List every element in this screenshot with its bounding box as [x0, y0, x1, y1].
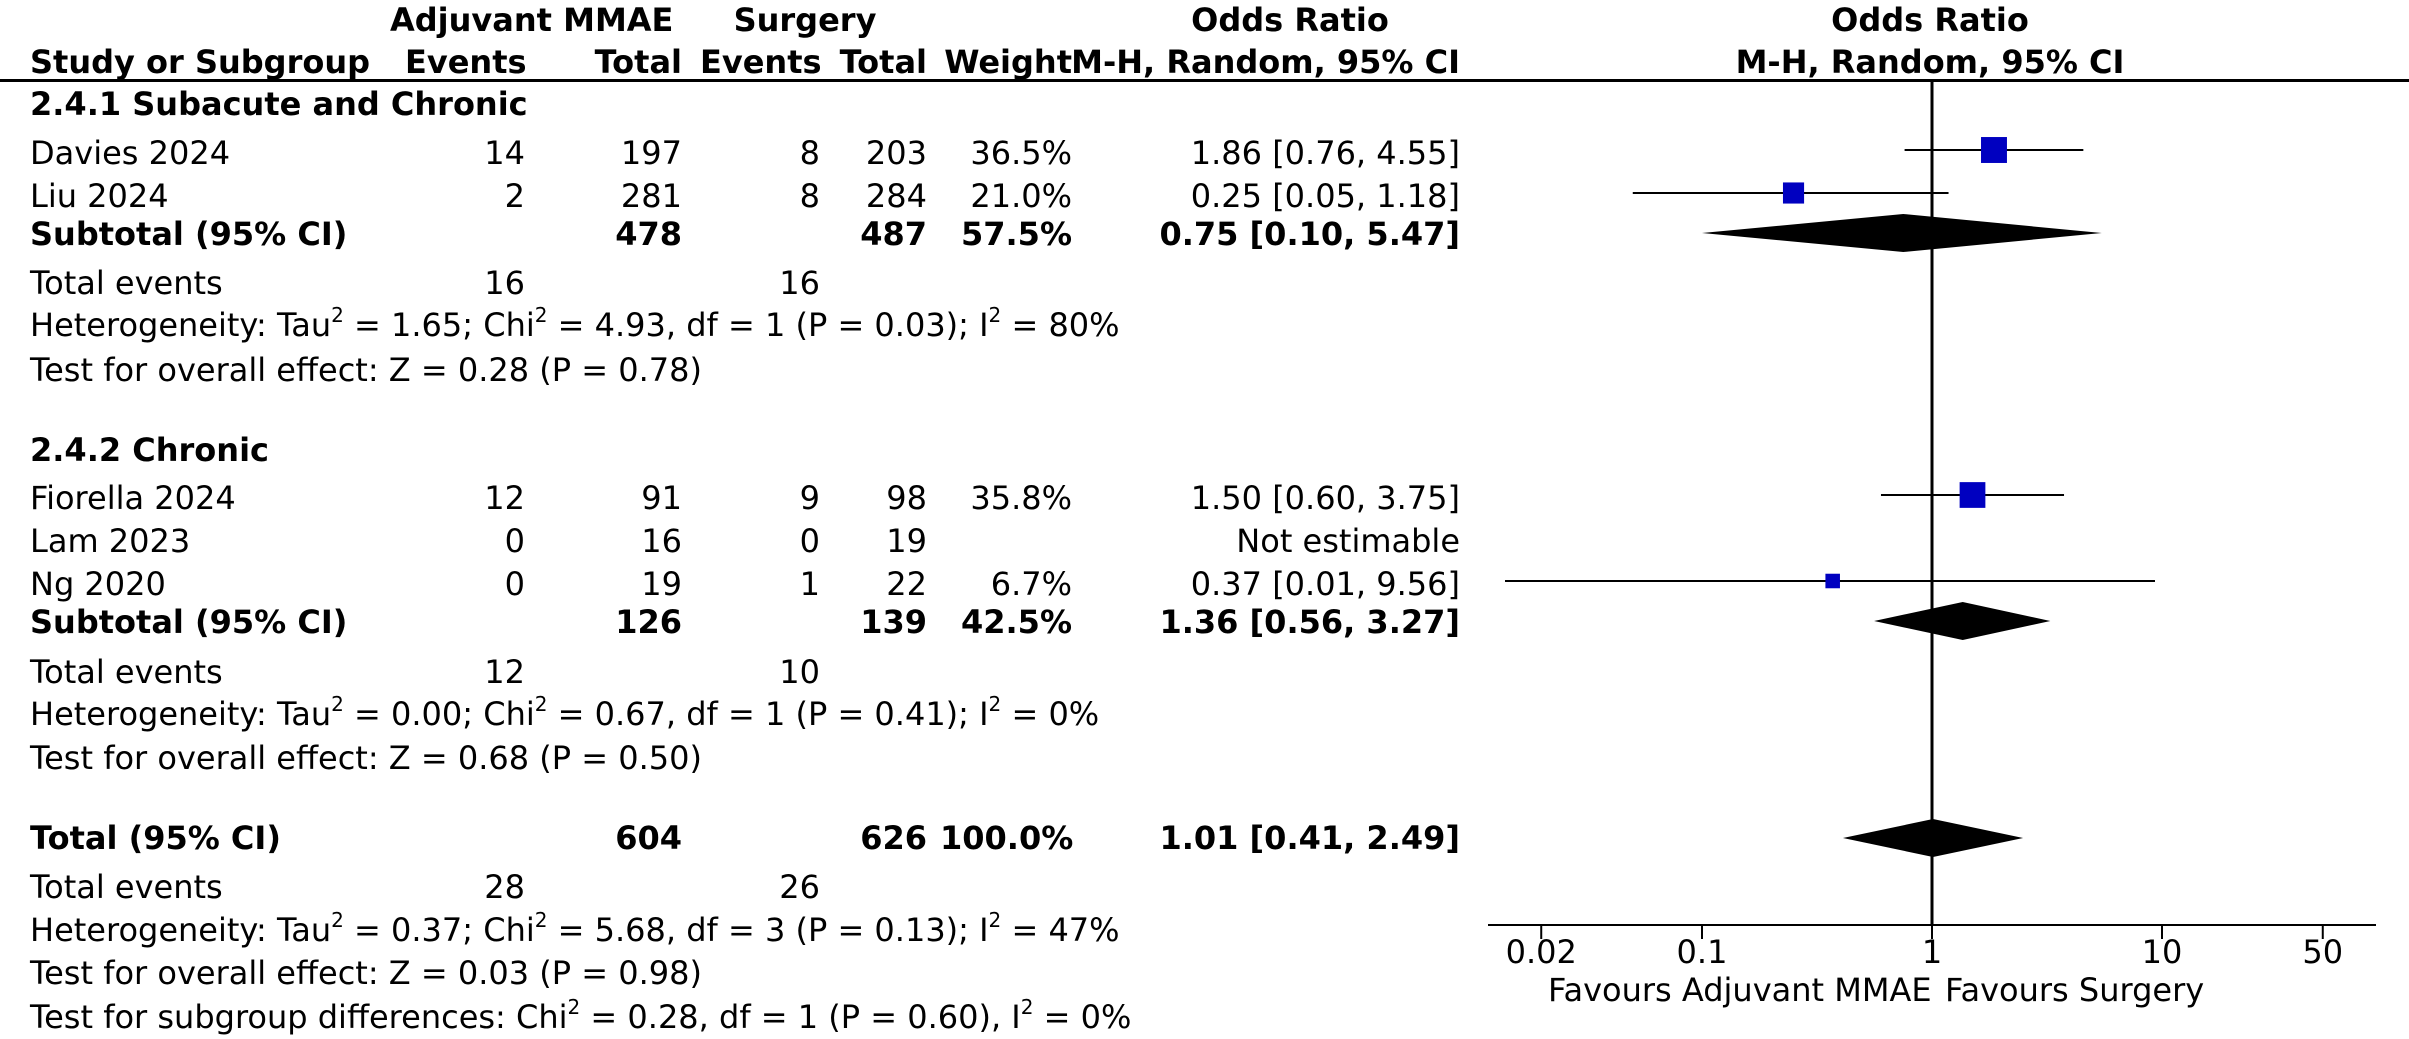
header-study-col: Study or Subgroup	[30, 43, 371, 81]
weight: 36.5%	[970, 134, 1072, 172]
weight: 35.8%	[970, 479, 1072, 517]
header-exp-group: Adjuvant MMAE	[390, 1, 674, 39]
header-or-title: Odds Ratio	[1191, 1, 1389, 39]
heterogeneity: Heterogeneity: Tau2 = 1.65; Chi2 = 4.93,…	[30, 303, 1120, 344]
weight: 100.0%	[940, 819, 1074, 857]
exp-events: 2	[504, 177, 525, 215]
exp-total: 19	[641, 565, 682, 603]
subgroup-title: 2.4.2 Chronic	[30, 431, 269, 469]
total-events-label: Total events	[30, 868, 223, 906]
subgroup-title: 2.4.1 Subacute and Chronic	[30, 85, 528, 123]
exp-events: 0	[504, 565, 525, 603]
exp-total: 478	[615, 215, 682, 253]
exp-total: 16	[641, 522, 682, 560]
ctrl-total: 487	[860, 215, 927, 253]
x-axis-tick-label: 1	[1922, 933, 1942, 971]
header-weight: Weight	[944, 43, 1072, 81]
study-name: Ng 2020	[30, 565, 166, 603]
x-axis-tick-label: 0.1	[1677, 933, 1728, 971]
ctrl-events: 0	[799, 522, 820, 560]
favours-right-label: Favours Surgery	[1945, 971, 2205, 1009]
study-name: Lam 2023	[30, 522, 191, 560]
study-square-marker	[1825, 573, 1840, 589]
exp-events: 12	[484, 479, 525, 517]
subtotal-label: Subtotal (95% CI)	[30, 603, 348, 641]
header-ctrl-events: Events	[700, 43, 822, 81]
weight: 6.7%	[990, 565, 1072, 603]
subgroup-differences-test: Test for subgroup differences: Chi2 = 0.…	[30, 995, 1132, 1036]
odds-ratio-ci: 1.36 [0.56, 3.27]	[1159, 603, 1460, 641]
ctrl-events: 8	[799, 134, 820, 172]
odds-ratio-ci: 1.50 [0.60, 3.75]	[1190, 479, 1460, 517]
favours-left-label: Favours Adjuvant MMAE	[1548, 971, 1932, 1009]
header-ctrl-group: Surgery	[733, 1, 877, 39]
exp-total: 604	[615, 819, 682, 857]
exp-events: 28	[484, 868, 525, 906]
overall-effect-test: Test for overall effect: Z = 0.28 (P = 0…	[30, 351, 702, 389]
exp-events: 16	[484, 264, 525, 302]
heterogeneity: Heterogeneity: Tau2 = 0.00; Chi2 = 0.67,…	[30, 692, 1100, 733]
ctrl-events: 9	[799, 479, 820, 517]
weight: 42.5%	[960, 603, 1072, 641]
exp-total: 281	[620, 177, 682, 215]
ctrl-events: 16	[779, 264, 820, 302]
study-name: Davies 2024	[30, 134, 231, 172]
header-ctrl-total: Total	[839, 43, 927, 81]
x-axis-tick-label: 0.02	[1506, 933, 1577, 971]
x-axis-tick-label: 10	[2142, 933, 2183, 971]
study-name: Fiorella 2024	[30, 479, 236, 517]
pooled-estimate-diamond	[1702, 214, 2102, 252]
odds-ratio-ci: 1.86 [0.76, 4.55]	[1190, 134, 1460, 172]
header-plot-title: Odds Ratio	[1831, 1, 2029, 39]
exp-events: 12	[484, 653, 525, 691]
overall-effect-test: Test for overall effect: Z = 0.68 (P = 0…	[30, 739, 702, 777]
odds-ratio-ci: 1.01 [0.41, 2.49]	[1159, 819, 1460, 857]
header-divider	[0, 79, 2409, 82]
overall-effect-test: Test for overall effect: Z = 0.03 (P = 0…	[30, 954, 702, 992]
header-exp-total: Total	[594, 43, 682, 81]
pooled-estimate-diamond	[1874, 602, 2051, 640]
exp-total: 197	[620, 134, 682, 172]
ctrl-events: 1	[799, 565, 820, 603]
ctrl-total: 139	[860, 603, 927, 641]
header-plot-method: M-H, Random, 95% CI	[1735, 43, 2125, 81]
subtotal-label: Subtotal (95% CI)	[30, 215, 348, 253]
x-axis-tick-label: 50	[2302, 933, 2343, 971]
weight: 21.0%	[970, 177, 1072, 215]
ctrl-total: 98	[886, 479, 927, 517]
total-events-label: Total events	[30, 653, 223, 691]
ctrl-total: 203	[865, 134, 927, 172]
ctrl-events: 8	[799, 177, 820, 215]
ctrl-total: 284	[865, 177, 927, 215]
ctrl-total: 22	[886, 565, 927, 603]
ctrl-total: 626	[860, 819, 927, 857]
study-square-marker	[1981, 137, 2007, 163]
pooled-estimate-diamond	[1842, 819, 2024, 857]
study-square-marker	[1959, 482, 1986, 508]
ctrl-events: 26	[779, 868, 820, 906]
odds-ratio-ci: Not estimable	[1236, 522, 1460, 560]
exp-total: 126	[615, 603, 682, 641]
total-events-label: Total events	[30, 264, 223, 302]
odds-ratio-ci: 0.75 [0.10, 5.47]	[1159, 215, 1460, 253]
heterogeneity: Heterogeneity: Tau2 = 0.37; Chi2 = 5.68,…	[30, 908, 1120, 949]
ctrl-total: 19	[886, 522, 927, 560]
exp-events: 14	[484, 134, 525, 172]
odds-ratio-ci: 0.37 [0.01, 9.56]	[1190, 565, 1460, 603]
weight: 57.5%	[960, 215, 1072, 253]
header-or-method: M-H, Random, 95% CI	[1071, 43, 1460, 81]
ctrl-events: 10	[779, 653, 820, 691]
exp-total: 91	[641, 479, 682, 517]
study-name: Liu 2024	[30, 177, 169, 215]
exp-events: 0	[504, 522, 525, 560]
total-label: Total (95% CI)	[30, 819, 281, 857]
study-square-marker	[1782, 182, 1805, 204]
header-exp-events: Events	[405, 43, 527, 81]
odds-ratio-ci: 0.25 [0.05, 1.18]	[1190, 177, 1460, 215]
